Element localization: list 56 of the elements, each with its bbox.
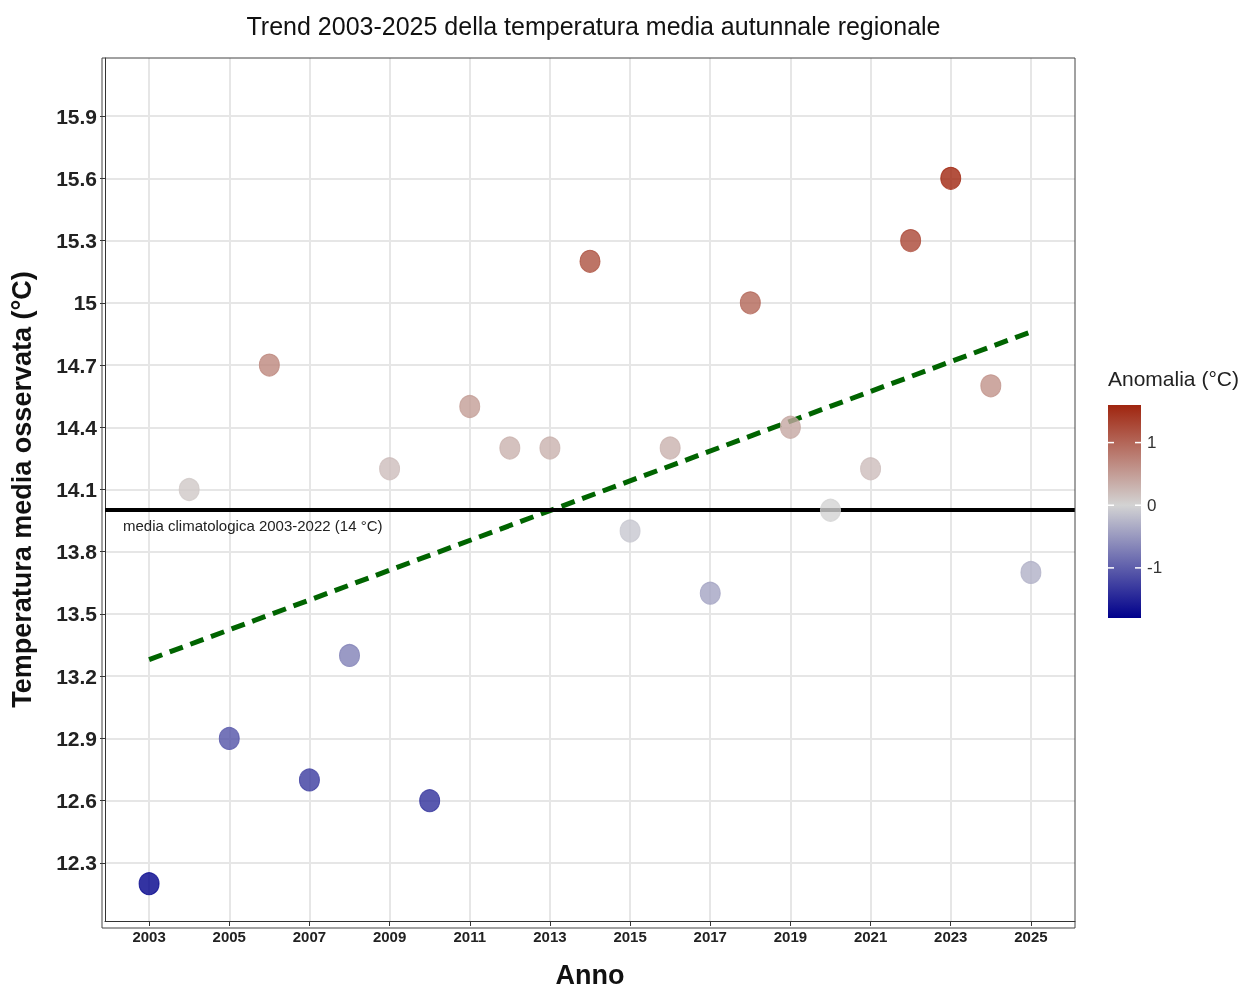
y-tick-label: 14.1	[56, 478, 98, 501]
point	[940, 166, 962, 190]
point	[459, 395, 481, 419]
point	[178, 478, 200, 501]
point	[659, 436, 681, 460]
color-bar-label: 1	[1147, 433, 1157, 453]
x-axis-title: Anno	[555, 959, 625, 990]
ref-line-label: media climatologica 2003-2022 (14 °C)	[123, 517, 383, 535]
x-tick-label: 2005	[212, 928, 246, 945]
point	[900, 229, 922, 253]
x-tick-label: 2009	[372, 928, 407, 945]
point	[258, 353, 280, 377]
point	[379, 457, 401, 481]
point	[218, 726, 240, 750]
point	[298, 768, 320, 792]
point	[739, 291, 761, 315]
point	[699, 581, 721, 605]
x-tick-label: 2007	[292, 928, 327, 945]
point	[619, 519, 641, 543]
y-tick-label: 15.3	[56, 229, 97, 253]
x-tick-label: 2015	[613, 928, 647, 945]
x-tick-label: 2025	[1014, 928, 1048, 945]
point	[1020, 560, 1042, 584]
point	[419, 789, 441, 813]
point	[539, 436, 561, 460]
color-bar-title: Anomalia (°C)	[1108, 367, 1239, 390]
x-tick-label: 2013	[533, 928, 567, 945]
x-tick-label: 2019	[773, 928, 808, 945]
point	[820, 498, 841, 522]
y-tick-label: 13.8	[56, 540, 98, 564]
x-tick-label: 2003	[132, 928, 166, 945]
y-tick-label: 14.7	[56, 353, 97, 377]
y-tick-label: 15.9	[56, 104, 97, 128]
y-tick-label: 12.6	[56, 789, 97, 813]
x-tick-label: 2017	[693, 928, 727, 945]
point	[138, 872, 160, 896]
y-tick-label: 13.2	[56, 664, 97, 688]
x-tick-label: 2011	[453, 928, 487, 945]
point	[499, 436, 521, 460]
point	[339, 643, 360, 667]
color-bar-label: -1	[1147, 558, 1163, 578]
y-tick-label: 12.3	[56, 851, 97, 875]
chart-title: Trend 2003-2025 della temperatura media autunnale regionale	[246, 11, 941, 40]
x-tick-label: 2023	[934, 928, 968, 945]
y-tick-label: 13.5	[56, 602, 98, 626]
y-tick-label: 14.4	[56, 415, 98, 439]
color-bar-label: 0	[1147, 495, 1157, 515]
y-tick-label: 12.9	[56, 726, 97, 750]
point	[860, 457, 882, 481]
y-axis-title: Temperatura media osservata (°C)	[6, 271, 37, 708]
point	[779, 415, 801, 439]
y-tick-label: 15	[73, 291, 98, 315]
point	[579, 249, 601, 273]
y-tick-label: 15.6	[56, 166, 97, 190]
x-tick-label: 2021	[853, 928, 888, 945]
point	[980, 374, 1002, 398]
